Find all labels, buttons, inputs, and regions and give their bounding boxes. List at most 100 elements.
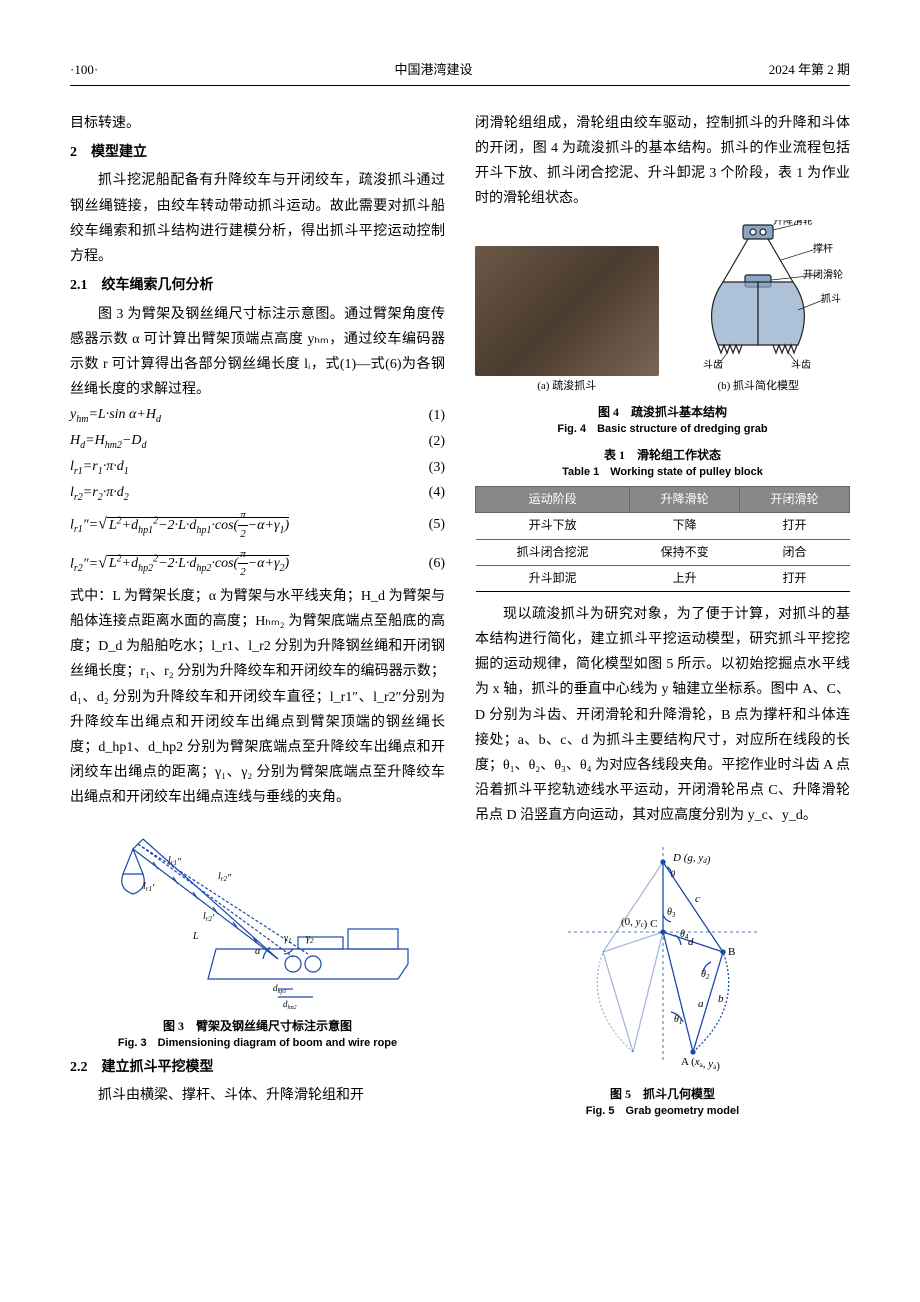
td: 闭合 xyxy=(740,539,850,565)
table-1-caption: 表 1 滑轮组工作状态 Table 1 Working state of pul… xyxy=(475,446,850,481)
svg-text:θ3: θ3 xyxy=(667,907,676,919)
equation-5: lr1″=√L2+dhp12−2·L·dhp1·cos(π2−α+γ1) (5) xyxy=(70,507,445,543)
svg-text:D (g, yd): D (g, yd) xyxy=(672,852,711,866)
th: 升降滑轮 xyxy=(630,487,740,513)
eq4-num: (4) xyxy=(395,482,445,504)
svg-text:γ1: γ1 xyxy=(284,933,291,945)
figure-5-caption: 图 5 抓斗几何模型 Fig. 5 Grab geometry model xyxy=(475,1085,850,1120)
fig4-en: Fig. 4 Basic structure of dredging grab xyxy=(475,421,850,438)
equation-4: lr2=r2·π·d2 (4) xyxy=(70,482,445,506)
main-content: 目标转速。 2 模型建立 抓斗挖泥船配备有升降绞车与开闭绞车，疏浚抓斗通过钢丝绳… xyxy=(70,111,850,1123)
eq5-num: (5) xyxy=(395,514,445,536)
eq1-num: (1) xyxy=(395,405,445,427)
svg-text:g: g xyxy=(671,867,676,877)
right-column: 闭滑轮组组成，滑轮组由绞车驱动，控制抓斗的升降和斗体的开闭，图 4 为疏浚抓斗的… xyxy=(475,111,850,1123)
eq3-body: lr1=r1·π·d1 xyxy=(70,456,395,480)
svg-text:(0, yc) C: (0, yc) C xyxy=(621,916,657,930)
para-model-intro: 抓斗挖泥船配备有升降绞车与开闭绞车，疏浚抓斗通过钢丝绳链接，由绞车转动带动抓斗运… xyxy=(70,168,445,269)
section-2-heading: 2 模型建立 xyxy=(70,142,445,164)
table-row: 抓斗闭合挖泥 保持不变 闭合 xyxy=(476,539,850,565)
svg-text:lr2″: lr2″ xyxy=(218,871,232,884)
figure-3-diagram: lr1″ lr1′ lr2″ lr2′ L α γ1 γ2 dhp1 dhp2 xyxy=(98,819,418,1009)
svg-text:A (xa, ya): A (xa, ya) xyxy=(681,1056,720,1072)
svg-text:a: a xyxy=(698,998,704,1010)
tbl1-en: Table 1 Working state of pulley block xyxy=(475,464,850,481)
svg-text:开闭滑轮: 开闭滑轮 xyxy=(803,268,843,281)
svg-text:d: d xyxy=(688,936,694,948)
fig3-en: Fig. 3 Dimensioning diagram of boom and … xyxy=(70,1035,445,1052)
svg-text:b: b xyxy=(718,993,724,1005)
th: 运动阶段 xyxy=(476,487,630,513)
fig4b-label: (b) 抓斗简化模型 xyxy=(667,378,851,396)
svg-text:斗齿: 斗齿 xyxy=(791,359,811,370)
eq3-num: (3) xyxy=(395,457,445,479)
equation-2: Hd=Hhm2−Dd (2) xyxy=(70,430,445,454)
th: 开闭滑轮 xyxy=(740,487,850,513)
para-grab-model: 抓斗由横梁、撑杆、斗体、升降滑轮组和开 xyxy=(70,1083,445,1108)
svg-text:抓斗: 抓斗 xyxy=(821,292,841,305)
para-rope-geom: 图 3 为臂架及钢丝绳尺寸标注示意图。通过臂架角度传感器示数 α 可计算出臂架顶… xyxy=(70,302,445,403)
eq2-num: (2) xyxy=(395,431,445,453)
svg-text:撑杆: 撑杆 xyxy=(813,242,833,255)
page-number: ·100· xyxy=(70,60,98,81)
eq6-body: lr2″=√L2+dhp22−2·L·dhp2·cos(π2−α+γ2) xyxy=(70,546,395,582)
page-header: ·100· 中国港湾建设 2024 年第 2 期 xyxy=(70,60,850,86)
subsection-2-2-heading: 2.2 建立抓斗平挖模型 xyxy=(70,1057,445,1079)
fig4-zh: 图 4 疏浚抓斗基本结构 xyxy=(598,405,727,419)
td: 下降 xyxy=(630,513,740,539)
fig5-en: Fig. 5 Grab geometry model xyxy=(475,1103,850,1120)
fig4a-label: (a) 疏浚抓斗 xyxy=(475,378,659,396)
td: 打开 xyxy=(740,513,850,539)
para-simplified-model: 现以疏浚抓斗为研究对象，为了便于计算，对抓斗的基本结构进行简化，建立抓斗平挖运动… xyxy=(475,602,850,829)
eq6-num: (6) xyxy=(395,553,445,575)
svg-text:dhp1: dhp1 xyxy=(273,983,287,995)
tbl1-zh: 表 1 滑轮组工作状态 xyxy=(604,448,721,462)
td: 升斗卸泥 xyxy=(476,565,630,591)
svg-text:lr1′: lr1′ xyxy=(143,881,155,894)
figure-3-caption: 图 3 臂架及钢丝绳尺寸标注示意图 Fig. 3 Dimensioning di… xyxy=(70,1017,445,1052)
eq5-body: lr1″=√L2+dhp12−2·L·dhp1·cos(π2−α+γ1) xyxy=(70,507,395,543)
td: 抓斗闭合挖泥 xyxy=(476,539,630,565)
equation-1: yhm=L·sin α+Hd (1) xyxy=(70,404,445,428)
eq2-body: Hd=Hhm2−Dd xyxy=(70,430,395,454)
svg-text:θ4: θ4 xyxy=(680,929,689,941)
figure-4-caption: 图 4 疏浚抓斗基本结构 Fig. 4 Basic structure of d… xyxy=(475,403,850,438)
figure-4b-diagram: 升降滑轮 撑杆 开闭滑轮 抓斗 斗齿 斗齿 xyxy=(673,220,843,370)
svg-text:L: L xyxy=(192,931,199,942)
svg-text:θ2: θ2 xyxy=(701,969,710,981)
issue-label: 2024 年第 2 期 xyxy=(769,60,850,81)
td: 保持不变 xyxy=(630,539,740,565)
eq1-body: yhm=L·sin α+Hd xyxy=(70,404,395,428)
figure-4b-wrap: 升降滑轮 撑杆 开闭滑轮 抓斗 斗齿 斗齿 (b) 抓斗简化模型 xyxy=(667,212,851,396)
table-1: 运动阶段 升降滑轮 开闭滑轮 开斗下放 下降 打开 抓斗闭合挖泥 保持不变 闭合… xyxy=(475,486,850,592)
table-row: 运动阶段 升降滑轮 开闭滑轮 xyxy=(476,487,850,513)
journal-name: 中国港湾建设 xyxy=(394,60,472,81)
figure-4-row: (a) 疏浚抓斗 xyxy=(475,212,850,396)
para-pulley-intro: 闭滑轮组组成，滑轮组由绞车驱动，控制抓斗的升降和斗体的开闭，图 4 为疏浚抓斗的… xyxy=(475,111,850,212)
svg-text:升降滑轮: 升降滑轮 xyxy=(773,220,813,227)
svg-text:dhp2: dhp2 xyxy=(283,999,297,1009)
equation-description: 式中：L 为臂架长度；α 为臂架与水平线夹角；H_d 为臂架与船体连接点距离水面… xyxy=(70,584,445,811)
svg-text:lr2′: lr2′ xyxy=(203,911,215,924)
fig5-zh: 图 5 抓斗几何模型 xyxy=(610,1087,715,1101)
table-row: 升斗卸泥 上升 打开 xyxy=(476,565,850,591)
para-target-speed: 目标转速。 xyxy=(70,111,445,136)
figure-5-diagram: D (g, yd) g (0, yc) C B A (xa, ya) a b c… xyxy=(543,837,783,1077)
svg-text:斗齿: 斗齿 xyxy=(703,359,723,370)
subsection-2-1-heading: 2.1 绞车绳索几何分析 xyxy=(70,275,445,297)
figure-4a-photo xyxy=(475,246,659,376)
svg-text:B: B xyxy=(728,946,735,958)
left-column: 目标转速。 2 模型建立 抓斗挖泥船配备有升降绞车与开闭绞车，疏浚抓斗通过钢丝绳… xyxy=(70,111,445,1123)
svg-text:θ1: θ1 xyxy=(674,1014,682,1026)
svg-text:c: c xyxy=(695,893,700,905)
equation-6: lr2″=√L2+dhp22−2·L·dhp2·cos(π2−α+γ2) (6) xyxy=(70,546,445,582)
svg-text:α: α xyxy=(255,946,261,957)
svg-text:γ2: γ2 xyxy=(306,933,314,945)
table-row: 开斗下放 下降 打开 xyxy=(476,513,850,539)
svg-text:lr1″: lr1″ xyxy=(168,855,182,868)
equation-3: lr1=r1·π·d1 (3) xyxy=(70,456,445,480)
td: 上升 xyxy=(630,565,740,591)
figure-4a-wrap: (a) 疏浚抓斗 xyxy=(475,246,659,396)
eq4-body: lr2=r2·π·d2 xyxy=(70,482,395,506)
td: 打开 xyxy=(740,565,850,591)
